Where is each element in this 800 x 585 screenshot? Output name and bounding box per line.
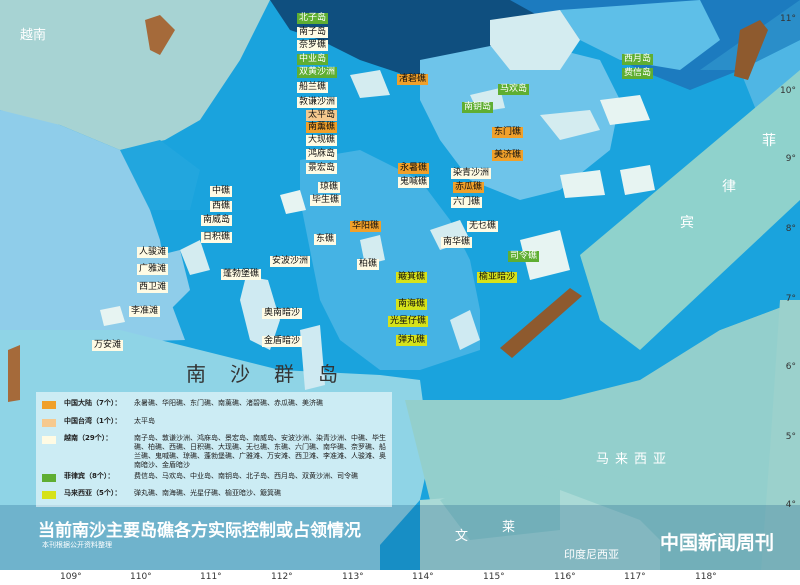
label-dongmen[interactable]: 东门礁 (492, 127, 524, 138)
legend-swatch-mainland (42, 401, 56, 409)
label-nanxun[interactable]: 南薰礁 (306, 122, 338, 133)
lon-114: 114° (412, 572, 434, 582)
label-beizi[interactable]: 北子岛 (297, 13, 329, 24)
legend-list-malaysia: 弹丸礁、南海礁、光星仔礁、榆亚暗沙、簸箕礁 (134, 489, 281, 497)
legend-head-philippines: 菲律宾（8个）： (64, 472, 115, 480)
philippines-label-1: 菲 (762, 133, 776, 149)
label-guihan[interactable]: 鬼喊礁 (398, 177, 430, 188)
brand-logo: 中国新闻周刊 (660, 532, 775, 554)
label-ranqing[interactable]: 染青沙洲 (451, 168, 492, 179)
legend-head-taiwan: 中国台湾（1个）： (64, 417, 122, 425)
legend-list-mainland: 永暑礁、华阳礁、东门礁、南薰礁、渚碧礁、赤瓜礁、美济礁 (134, 399, 323, 407)
label-bojiao[interactable]: 柏礁 (357, 259, 380, 270)
lat-8: 8° (785, 224, 796, 234)
map-subtitle: 本刊根据公开资料整理 (42, 541, 112, 549)
label-huayang[interactable]: 华阳礁 (350, 221, 382, 232)
label-meiji[interactable]: 美济礁 (492, 150, 524, 161)
malaysia-label: 马来西亚 (596, 452, 673, 467)
label-zhubi[interactable]: 渚碧礁 (397, 74, 429, 85)
label-renjun[interactable]: 人骏滩 (137, 247, 169, 258)
philippines-label-3: 宾 (680, 215, 694, 231)
label-guangxingzai[interactable]: 光星仔礁 (388, 316, 429, 327)
label-xijiao[interactable]: 西礁 (210, 201, 233, 212)
label-liumen[interactable]: 六门礁 (451, 197, 483, 208)
label-wumie[interactable]: 无乜礁 (467, 221, 499, 232)
lat-6: 6° (785, 362, 796, 372)
label-aonan[interactable]: 奥南暗沙 (262, 308, 303, 319)
lat-5: 5° (785, 432, 796, 442)
label-zhongye[interactable]: 中业岛 (297, 54, 329, 65)
map-title: 当前南沙主要岛礁各方实际控制或占领情况 (38, 521, 361, 541)
label-daxian[interactable]: 大现礁 (306, 135, 338, 146)
label-jindun[interactable]: 金盾暗沙 (262, 336, 303, 347)
label-zhongjiao[interactable]: 中礁 (210, 186, 233, 197)
label-nanzi[interactable]: 南子岛 (297, 27, 329, 38)
label-siling[interactable]: 司令礁 (508, 251, 540, 262)
legend-head-mainland: 中国大陆（7个）： (64, 399, 122, 407)
lat-7: 7° (785, 294, 796, 304)
lon-117: 117° (624, 572, 646, 582)
label-chigua[interactable]: 赤瓜礁 (453, 182, 485, 193)
label-shuanghuang[interactable]: 双黄沙洲 (297, 67, 338, 78)
legend-list-taiwan: 太平岛 (134, 417, 155, 425)
legend-swatch-vietnam (42, 436, 56, 444)
label-hongxiu[interactable]: 鸿庥岛 (306, 149, 338, 160)
lon-116: 116° (554, 572, 576, 582)
brunei-label-1: 文 (455, 529, 469, 544)
brunei-label-2: 莱 (502, 520, 516, 535)
label-anbo[interactable]: 安波沙洲 (270, 256, 311, 267)
label-nailuo[interactable]: 奈罗礁 (297, 40, 329, 51)
label-nanhai[interactable]: 南海礁 (396, 299, 428, 310)
label-qiong[interactable]: 琼礁 (318, 182, 341, 193)
label-yuya[interactable]: 榆亚暗沙 (477, 272, 518, 283)
label-lizhun[interactable]: 李准滩 (129, 306, 161, 317)
vietnam-label: 越南 (20, 28, 47, 43)
lat-4: 4° (785, 500, 796, 510)
legend-swatch-philippines (42, 474, 56, 482)
indonesia-label: 印度尼西亚 (564, 548, 619, 561)
legend: 中国大陆（7个）： 永暑礁、华阳礁、东门礁、南薰礁、渚碧礁、赤瓜礁、美济礁 中国… (36, 392, 392, 507)
label-dongjiao[interactable]: 东礁 (314, 234, 337, 245)
lat-10: 10° (780, 86, 796, 96)
label-pengbo[interactable]: 蓬勃堡礁 (221, 269, 262, 280)
lon-118: 118° (695, 572, 717, 582)
label-feixin[interactable]: 费信岛 (622, 68, 654, 79)
label-nanwei[interactable]: 南威岛 (201, 215, 233, 226)
legend-swatch-taiwan (42, 419, 56, 427)
label-dunqian[interactable]: 敦谦沙洲 (297, 97, 338, 108)
label-danwan[interactable]: 弹丸礁 (396, 335, 428, 346)
lon-113: 113° (342, 572, 364, 582)
label-guangya[interactable]: 广雅滩 (137, 264, 169, 275)
label-nanhua[interactable]: 南华礁 (441, 237, 473, 248)
sea-name: 南沙群岛 (186, 362, 362, 386)
lon-115: 115° (483, 572, 505, 582)
label-yongshu[interactable]: 永暑礁 (398, 163, 430, 174)
label-xiyue[interactable]: 西月岛 (622, 54, 654, 65)
label-wanan[interactable]: 万安滩 (92, 340, 124, 351)
lon-110: 110° (130, 572, 152, 582)
label-riji[interactable]: 日积礁 (201, 232, 233, 243)
lat-11: 11° (780, 14, 796, 24)
lon-112: 112° (271, 572, 293, 582)
lon-111: 111° (200, 572, 222, 582)
philippines-label-2: 律 (722, 179, 736, 195)
label-boji[interactable]: 簸箕礁 (396, 272, 428, 283)
label-chuanlan[interactable]: 船兰礁 (297, 82, 329, 93)
label-jinghong[interactable]: 景宏岛 (306, 163, 338, 174)
label-xiwei[interactable]: 西卫滩 (137, 282, 169, 293)
label-taiping[interactable]: 太平岛 (306, 110, 338, 121)
lon-109: 109° (60, 572, 82, 582)
label-nanyue[interactable]: 南钥岛 (462, 102, 494, 113)
legend-list-vietnam: 南子岛、敦谦沙洲、鸿庥岛、景宏岛、南威岛、安波沙洲、染青沙洲、中礁、毕生礁、柏礁… (134, 434, 386, 469)
label-mahuan[interactable]: 马欢岛 (498, 84, 530, 95)
lat-9: 9° (785, 154, 796, 164)
legend-list-philippines: 费信岛、马欢岛、中业岛、南钥岛、北子岛、西月岛、双黄沙洲、司令礁 (134, 472, 358, 480)
legend-swatch-malaysia (42, 491, 56, 499)
label-bisheng[interactable]: 毕生礁 (310, 195, 342, 206)
legend-head-malaysia: 马来西亚（5个）： (64, 489, 122, 497)
legend-head-vietnam: 越南（29个）： (64, 434, 113, 442)
longitude-axis: 109° 110° 111° 112° 113° 114° 115° 116° … (0, 570, 800, 585)
